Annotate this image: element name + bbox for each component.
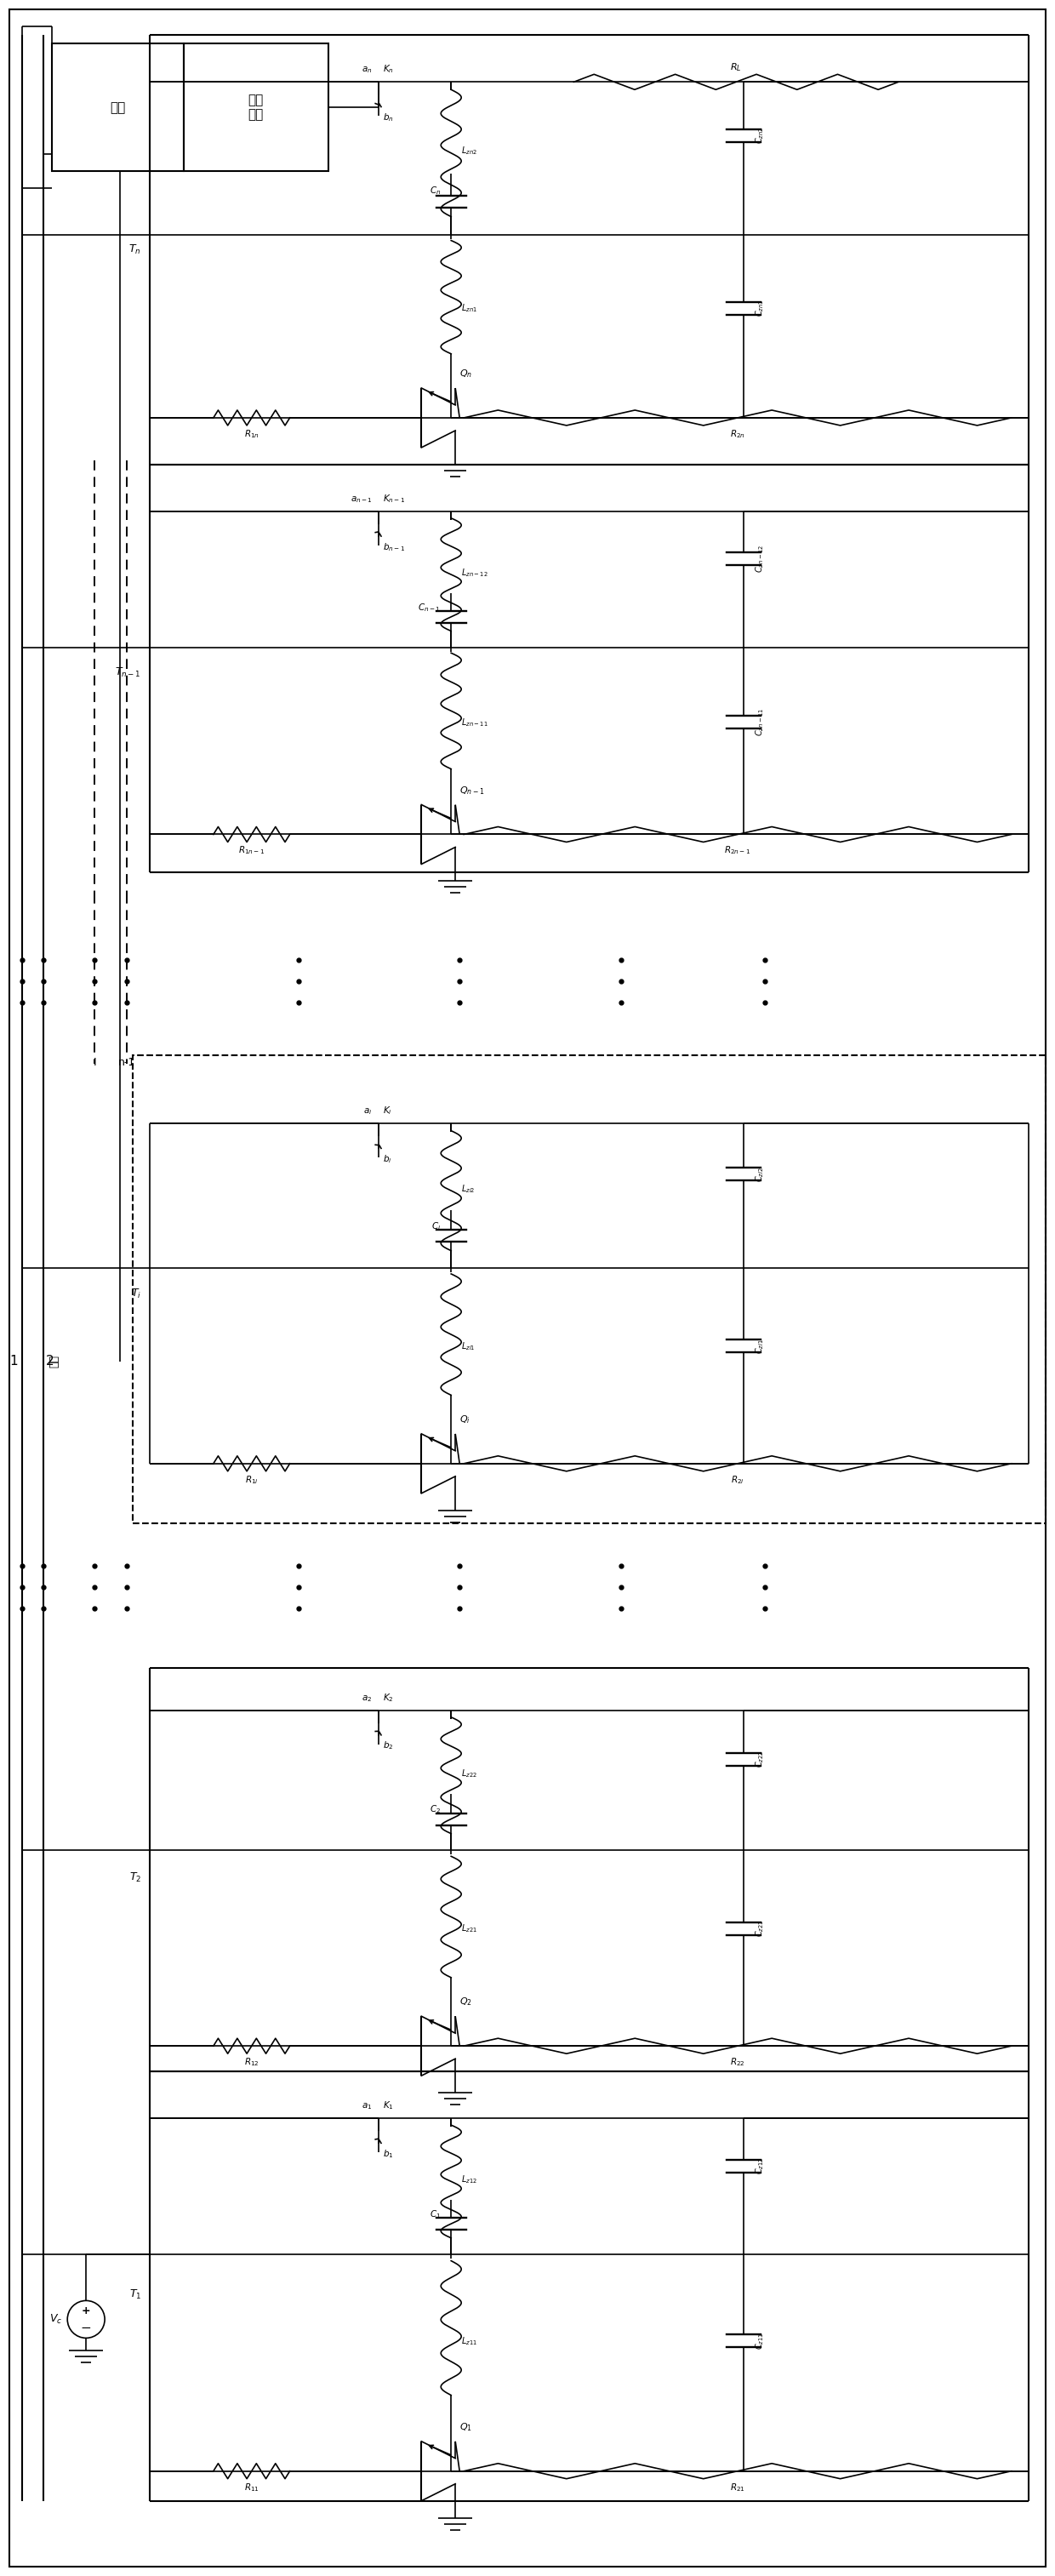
Text: $Q_{n}$: $Q_{n}$ <box>460 368 473 379</box>
Text: $a_{1}$: $a_{1}$ <box>362 2102 372 2112</box>
Text: $Q_{1}$: $Q_{1}$ <box>460 2421 473 2432</box>
Bar <box>133 1056 1046 1522</box>
Text: 转轴: 转轴 <box>110 100 126 113</box>
Text: $C_{i}$: $C_{i}$ <box>431 1221 441 1231</box>
Text: $C_{2}$: $C_{2}$ <box>429 1803 441 1816</box>
Text: +: + <box>81 2306 91 2316</box>
Text: $K_{i}$: $K_{i}$ <box>383 1105 392 1115</box>
Text: $C_{zn2}$: $C_{zn2}$ <box>754 126 766 144</box>
Text: $V_c$: $V_c$ <box>50 2313 62 2326</box>
Text: $a_{2}$: $a_{2}$ <box>362 1692 372 1703</box>
Text: $T_{2}$: $T_{2}$ <box>129 1873 141 1886</box>
Text: $a_{i}$: $a_{i}$ <box>363 1108 372 1115</box>
Text: 步进
电机: 步进 电机 <box>248 93 264 121</box>
Bar <box>184 44 328 170</box>
Text: $L_{z21}$: $L_{z21}$ <box>461 1922 478 1935</box>
Text: $R_{22}$: $R_{22}$ <box>730 2056 745 2069</box>
Text: $R_{2i}$: $R_{2i}$ <box>731 1473 745 1486</box>
Text: $Q_{2}$: $Q_{2}$ <box>460 1996 473 2007</box>
Text: $R_L$: $R_L$ <box>730 62 742 75</box>
Text: $R_{2n-1}$: $R_{2n-1}$ <box>725 845 751 855</box>
Bar <box>52 44 184 170</box>
Text: $T_{n-1}$: $T_{n-1}$ <box>115 667 141 680</box>
Text: $R_{2n}$: $R_{2n}$ <box>730 428 745 440</box>
Text: −: − <box>80 2321 92 2334</box>
Text: $L_{z11}$: $L_{z11}$ <box>461 2334 478 2347</box>
Text: $R_{1n-1}$: $R_{1n-1}$ <box>238 845 265 855</box>
Text: $b_{i}$: $b_{i}$ <box>383 1154 392 1164</box>
Text: $C_{zn1}$: $C_{zn1}$ <box>754 299 766 317</box>
Text: n-1: n-1 <box>118 1056 135 1069</box>
Text: $b_{1}$: $b_{1}$ <box>383 2148 394 2159</box>
Text: 1: 1 <box>9 1355 18 1368</box>
Text: $C_{n}$: $C_{n}$ <box>429 185 441 196</box>
Text: $T_{i}$: $T_{i}$ <box>131 1288 141 1301</box>
Text: I: I <box>93 1056 96 1069</box>
Text: $T_{n}$: $T_{n}$ <box>129 245 141 255</box>
Text: $K_{1}$: $K_{1}$ <box>383 2099 395 2112</box>
Text: $R_{21}$: $R_{21}$ <box>730 2481 745 2494</box>
Text: $L_{z22}$: $L_{z22}$ <box>461 1767 477 1780</box>
Text: $C_{z11}$: $C_{z11}$ <box>754 2331 766 2349</box>
Text: $R_{1n}$: $R_{1n}$ <box>244 428 260 440</box>
Text: $C_{zn-11}$: $C_{zn-11}$ <box>754 708 766 737</box>
Text: $C_{n-1}$: $C_{n-1}$ <box>418 603 441 613</box>
Text: $K_{2}$: $K_{2}$ <box>383 1692 394 1703</box>
Text: $a_{n-1}$: $a_{n-1}$ <box>350 495 372 505</box>
Text: $b_{2}$: $b_{2}$ <box>383 1739 394 1752</box>
Text: $Q_{i}$: $Q_{i}$ <box>460 1414 471 1425</box>
Text: 2: 2 <box>46 1355 55 1368</box>
Text: $C_{zi2}$: $C_{zi2}$ <box>754 1167 766 1182</box>
Text: $L_{zn2}$: $L_{zn2}$ <box>461 144 477 157</box>
Text: $C_{zi1}$: $C_{zi1}$ <box>754 1340 766 1355</box>
Text: $Q_{n-1}$: $Q_{n-1}$ <box>460 786 484 796</box>
Text: $C_{z12}$: $C_{z12}$ <box>754 2156 766 2174</box>
Text: $L_{zi1}$: $L_{zi1}$ <box>461 1340 476 1352</box>
Text: $R_{12}$: $R_{12}$ <box>244 2056 260 2069</box>
Text: $L_{zn1}$: $L_{zn1}$ <box>461 301 478 314</box>
Text: $T_{1}$: $T_{1}$ <box>129 2287 141 2300</box>
Text: $C_{1}$: $C_{1}$ <box>429 2210 441 2221</box>
Text: $b_{n-1}$: $b_{n-1}$ <box>383 541 405 554</box>
Text: $C_{zn-12}$: $C_{zn-12}$ <box>754 546 766 572</box>
Text: $L_{z12}$: $L_{z12}$ <box>461 2174 477 2184</box>
Text: $K_{n}$: $K_{n}$ <box>383 64 395 75</box>
Text: $K_{n-1}$: $K_{n-1}$ <box>383 492 405 505</box>
Text: $b_{n}$: $b_{n}$ <box>383 111 394 124</box>
Text: $L_{zn-12}$: $L_{zn-12}$ <box>461 567 488 580</box>
Text: $L_{zi2}$: $L_{zi2}$ <box>461 1182 476 1195</box>
Text: $a_{n}$: $a_{n}$ <box>362 64 372 75</box>
Text: $L_{zn-11}$: $L_{zn-11}$ <box>461 716 488 729</box>
Text: $R_{1i}$: $R_{1i}$ <box>245 1473 258 1486</box>
Text: $R_{11}$: $R_{11}$ <box>244 2481 260 2494</box>
Text: $C_{z21}$: $C_{z21}$ <box>754 1919 766 1937</box>
Text: $C_{z22}$: $C_{z22}$ <box>754 1752 766 1767</box>
Text: 触点: 触点 <box>50 1355 60 1368</box>
